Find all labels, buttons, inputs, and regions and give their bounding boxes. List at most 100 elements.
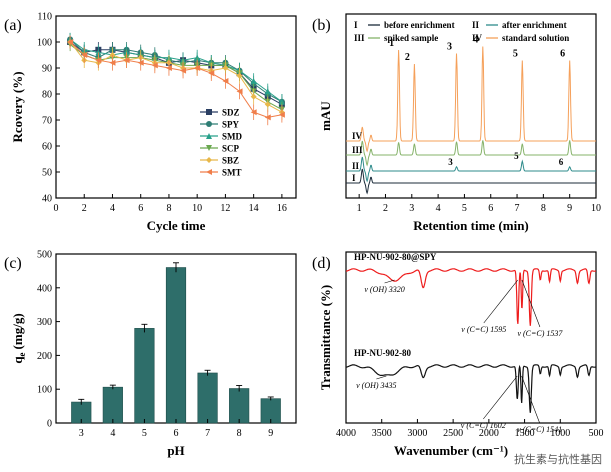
series-line: [69, 39, 283, 103]
x-tick-label: 16: [277, 203, 287, 214]
peak-label: 2: [405, 52, 410, 63]
data-point: [264, 114, 271, 121]
x-tick-label: 2000: [479, 428, 499, 439]
x-tick-label: 8: [237, 428, 242, 439]
trace-iv: [346, 46, 596, 153]
bar: [134, 328, 155, 424]
panel-label: (b): [312, 17, 331, 34]
y-tick-label: 40: [42, 194, 52, 205]
y-axis-subscript: e: [17, 352, 27, 356]
series-line: [69, 41, 283, 105]
data-point: [264, 88, 271, 95]
y-tick-label: 300: [37, 317, 52, 328]
x-tick-label: 4: [436, 203, 441, 214]
y-tick-label: 0: [47, 419, 52, 430]
y-tick-label: 110: [37, 12, 52, 23]
data-point: [206, 145, 212, 151]
x-tick-label: 6: [138, 203, 143, 214]
trace-iii: [346, 140, 596, 167]
annotation-leader: [521, 375, 540, 424]
data-point: [206, 133, 212, 139]
x-axis-title: Cycle time: [147, 218, 206, 233]
plot-frame: [345, 251, 597, 424]
band-annotation: ν (C=C) 1537: [517, 329, 563, 338]
data-point: [67, 39, 74, 45]
band-annotation: ν (OH) 3435: [356, 381, 396, 390]
bar: [165, 267, 187, 424]
x-axis-title: pH: [167, 443, 184, 458]
panel-a: (a) 0 2 4 6 8 10 12 14 16 40 50 60 70 80 90 100 110 Cycle …: [4, 12, 297, 233]
peak-label: 6: [560, 49, 565, 60]
x-tick-label: 1: [357, 203, 362, 214]
bar: [229, 388, 250, 424]
data-point: [206, 157, 212, 163]
series-sdz: [67, 35, 285, 113]
x-tick-label: 3500: [372, 428, 392, 439]
plot-frame: [345, 13, 597, 199]
bar: [102, 386, 123, 424]
spectrum-spy: HP-NU-902-80@SPY ν (OH) 3320 ν (C=C) 1595 ν…: [345, 252, 597, 338]
peak-label: 6: [559, 157, 564, 167]
y-axis-title: Transmittance (%): [318, 285, 333, 391]
data-point: [194, 65, 201, 71]
x-tick-label: 12: [220, 203, 230, 214]
series-smt: [67, 35, 285, 126]
band-annotation: ν (C=C) 1595: [461, 325, 506, 334]
peak-label: 5: [514, 151, 519, 161]
x-tick-label: 0: [54, 203, 59, 214]
x-tick-label: 4000: [336, 428, 356, 439]
y-tick-label: 90: [42, 64, 52, 75]
y-tick-label: 80: [42, 90, 52, 101]
spectrum-line: [345, 268, 597, 326]
peak-label: 1: [389, 38, 394, 49]
bar: [197, 372, 218, 424]
y-tick-label: 200: [37, 351, 52, 362]
peak-label: 5: [513, 49, 518, 60]
legend-label: SCP: [222, 144, 240, 154]
band-annotation: ν (OH) 3320: [364, 285, 404, 294]
series-label: HP-NU-902-80: [354, 348, 411, 358]
series-line: [69, 41, 282, 118]
legend-code: III: [354, 33, 365, 43]
x-tick-label: 4: [110, 428, 115, 439]
trace-label: II: [352, 161, 360, 171]
annotation-leader: [483, 375, 518, 420]
legend-label: SDZ: [222, 108, 240, 118]
legend-code: I: [354, 20, 358, 30]
annotation-leader: [521, 279, 541, 328]
panel-d: (d) 4000 3500 3000 2500 2000 1500 1000 500 Wavenu…: [312, 251, 604, 458]
data-point: [250, 93, 257, 100]
data-point: [236, 88, 243, 95]
annotation-leader: [376, 375, 387, 380]
x-tick-label: 5: [142, 428, 147, 439]
x-tick-label: 1500: [515, 428, 535, 439]
data-point: [81, 52, 88, 58]
peak-label: 3: [447, 42, 452, 53]
y-axis-title: qe (mg/g): [10, 313, 27, 363]
y-tick-label: 60: [42, 142, 52, 153]
x-axis-title: Retention time (min): [413, 218, 529, 233]
trace-i: [346, 168, 596, 195]
trace-label: I: [352, 173, 356, 183]
y-axis-title: mAU: [318, 101, 333, 131]
panel-c: (c) 0 100 200 300 400 500 3 4 5 6 7 8 9 pH qe (mg/g): [4, 250, 297, 458]
data-point: [264, 101, 271, 108]
x-tick-label: 6: [488, 203, 493, 214]
legend-code: IV: [472, 33, 483, 43]
x-tick-label: 3000: [407, 428, 427, 439]
data-point: [165, 65, 172, 71]
data-point: [250, 109, 257, 116]
x-tick-label: 500: [589, 428, 604, 439]
x-tick-label: 7: [205, 428, 210, 439]
data-point: [222, 65, 229, 71]
x-tick-label: 10: [192, 203, 202, 214]
y-tick-label: 70: [42, 116, 52, 127]
x-tick-label: 4: [110, 203, 115, 214]
panel-label: (c): [4, 255, 22, 272]
data-point: [236, 72, 243, 79]
series-line: [69, 44, 283, 111]
y-tick-label: 400: [37, 283, 52, 294]
x-tick-label: 9: [268, 428, 273, 439]
trace-label: IV: [352, 131, 363, 141]
